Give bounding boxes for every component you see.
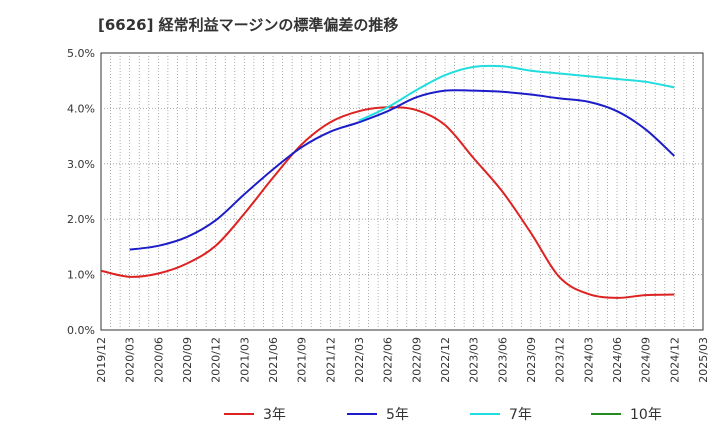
- x-tick-label: 2023/12: [554, 337, 567, 383]
- series-line-2: [129, 89, 676, 251]
- x-tick-label: 2024/12: [668, 337, 681, 383]
- series-layer: [100, 64, 676, 299]
- grid-layer: [100, 52, 704, 331]
- x-tick-label: 2022/12: [439, 337, 452, 383]
- y-tick-label: 0.0%: [67, 324, 95, 337]
- x-tick-label: 2025/03: [697, 337, 710, 383]
- x-tick-label: 2024/06: [611, 337, 624, 383]
- y-tick-label: 4.0%: [67, 102, 95, 115]
- x-tick-label: 2021/09: [296, 337, 309, 383]
- x-tick-label: 2020/09: [181, 337, 194, 383]
- x-tick-label: 2023/03: [468, 337, 481, 383]
- x-tick-label: 2020/12: [210, 337, 223, 383]
- y-tick-label: 3.0%: [67, 158, 95, 171]
- x-tick-label: 2020/06: [152, 337, 165, 383]
- x-tick-label: 2024/03: [582, 337, 595, 383]
- x-tick-label: 2021/03: [238, 337, 251, 383]
- legend-label-2: 5年: [386, 407, 409, 423]
- x-tick-label: 2023/06: [496, 337, 509, 383]
- legend-label-1: 3年: [263, 407, 286, 423]
- y-tick-label: 5.0%: [67, 47, 95, 60]
- x-tick-label: 2021/06: [267, 337, 280, 383]
- series-line-3: [358, 64, 675, 122]
- x-tick-label: 2021/12: [324, 337, 337, 383]
- y-tick-label: 1.0%: [67, 269, 95, 282]
- x-tick-label: 2024/09: [640, 337, 653, 383]
- x-tick-label: 2022/09: [410, 337, 423, 383]
- x-tick-label: 2019/12: [95, 337, 108, 383]
- axis-layer: 0.0% 1.0% 2.0% 3.0% 4.0% 5.0% 2019/12 2020/03 20…: [67, 47, 710, 383]
- x-tick-label: 2022/06: [382, 337, 395, 383]
- y-tick-label: 2.0%: [67, 213, 95, 226]
- x-tick-label: 2022/03: [353, 337, 366, 383]
- x-tick-label: 2023/09: [525, 337, 538, 383]
- legend-label-3: 7年: [509, 407, 532, 423]
- plot-frame: [100, 52, 704, 331]
- x-tick-label: 2020/03: [124, 337, 137, 383]
- legend: 3年 5年 7年 10年: [224, 407, 662, 423]
- legend-label-4: 10年: [630, 407, 662, 423]
- chart-title: [6626] 経常利益マージンの標準偏差の推移: [98, 16, 399, 34]
